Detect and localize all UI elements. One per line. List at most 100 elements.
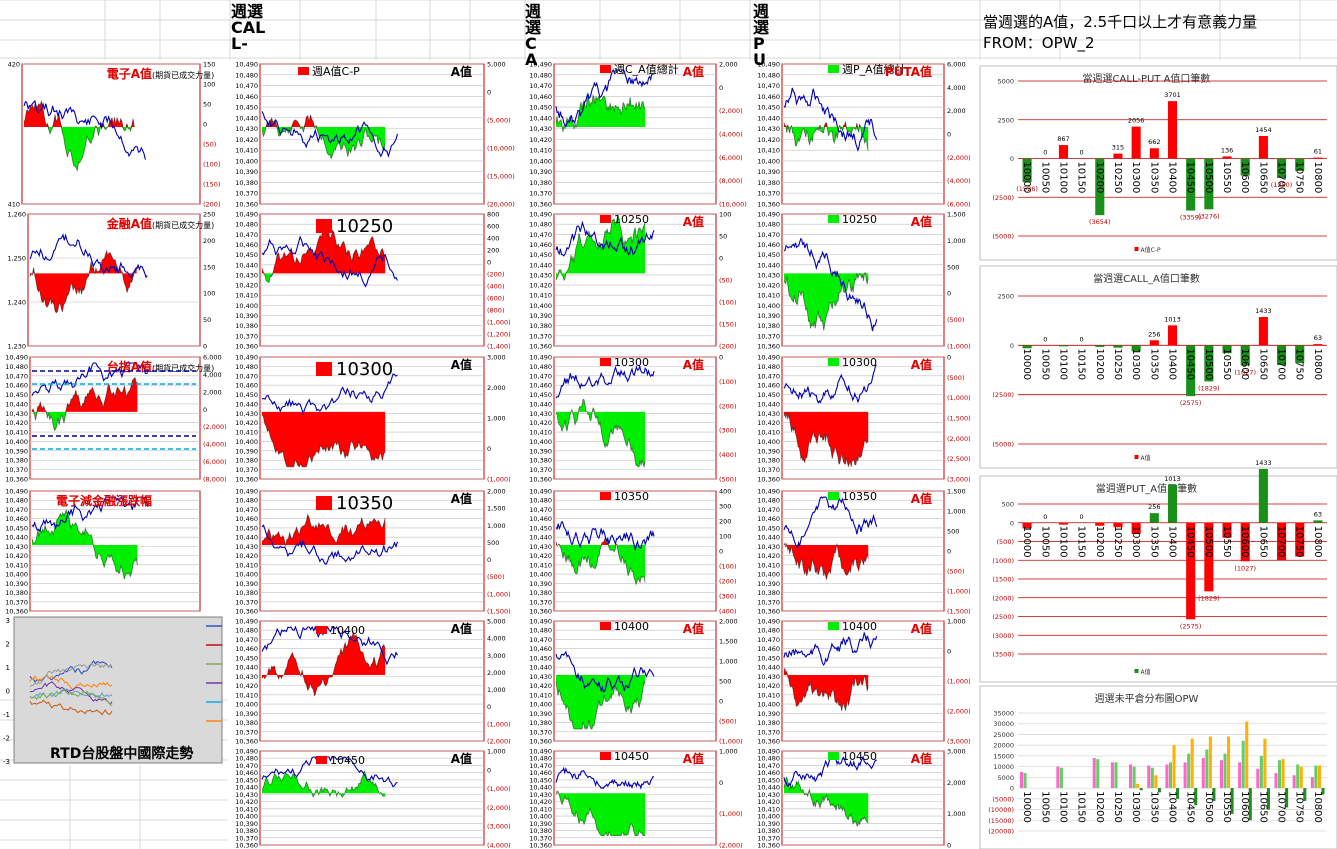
data-label: 1013 bbox=[1164, 315, 1181, 323]
bar bbox=[1317, 765, 1321, 789]
y-tick-label: 10,390 bbox=[757, 580, 780, 588]
bar bbox=[1092, 758, 1096, 789]
y-tick-label: 10,360 bbox=[5, 608, 28, 616]
y2-tick-label: 2,000 bbox=[719, 61, 738, 69]
y2-tick-label: (4,000) bbox=[487, 842, 511, 849]
y2-tick-label: (1,000) bbox=[947, 394, 971, 402]
y-tick-label: 10,480 bbox=[5, 363, 28, 371]
y2-tick-label: 150 bbox=[203, 263, 215, 271]
area-negative bbox=[32, 411, 138, 431]
y2-tick-label: 0 bbox=[487, 703, 491, 711]
y2-tick-label: (200) bbox=[203, 201, 220, 209]
y-tick-label: 10,400 bbox=[235, 438, 258, 446]
y2-tick-label: (500) bbox=[719, 476, 736, 484]
y2-tick-label: 100 bbox=[203, 290, 215, 298]
chart-title: 當週選CALL_A值口筆數 bbox=[1093, 272, 1200, 285]
y2-tick-label: 0 bbox=[947, 842, 951, 849]
y-tick-label: 10,460 bbox=[757, 382, 780, 390]
y-tick-label: 10,470 bbox=[5, 506, 28, 514]
y-tick-label: 10,430 bbox=[529, 410, 552, 418]
area-positive bbox=[262, 223, 386, 274]
y2-tick-label: (4,000) bbox=[947, 177, 971, 185]
y2-tick-label: 3,000 bbox=[487, 652, 506, 660]
y-tick-label: 10,360 bbox=[529, 842, 552, 849]
y-tick-label: 10,450 bbox=[235, 391, 258, 399]
y2-tick-label: (4,000) bbox=[719, 131, 743, 139]
y-tick-label: 10,490 bbox=[529, 618, 552, 626]
y2-tick-label: 100 bbox=[719, 533, 731, 541]
data-label: 61 bbox=[1314, 148, 1322, 156]
y-tick-label: 10,490 bbox=[235, 61, 258, 69]
price-line bbox=[261, 524, 399, 566]
y-tick-label: 10,480 bbox=[757, 497, 780, 505]
y-tick-label: (10000) bbox=[988, 806, 1014, 814]
y-tick-label: 10,440 bbox=[529, 261, 552, 269]
y-tick-label: 10,430 bbox=[757, 271, 780, 279]
y2-tick-label: 1,500 bbox=[947, 211, 966, 219]
data-label: (1027) bbox=[1234, 369, 1256, 377]
data-label: 662 bbox=[1148, 138, 1160, 146]
y2-tick-label: (10,000) bbox=[487, 145, 515, 153]
bar bbox=[1056, 766, 1060, 789]
y2-tick-label: 0 bbox=[947, 548, 951, 556]
bar bbox=[1219, 760, 1223, 789]
y-tick-label: (2500) bbox=[992, 391, 1014, 399]
bar bbox=[1176, 788, 1180, 799]
y-tick-label: 10,370 bbox=[235, 834, 258, 842]
y-tick-label: 5000 bbox=[997, 78, 1014, 86]
y-tick-label: 10,380 bbox=[529, 322, 552, 330]
legend-swatch bbox=[1134, 247, 1139, 251]
y2-tick-label: (500) bbox=[719, 718, 736, 726]
bar bbox=[1110, 762, 1114, 789]
y-tick-label: 1 bbox=[6, 664, 10, 672]
bar-chart-3: 週選未平倉分布圖OPW 35000 30000 25000 20000 15000 1000… bbox=[979, 685, 1337, 849]
y-tick-label: 10,480 bbox=[235, 497, 258, 505]
y2-tick-label: 1,000 bbox=[487, 415, 506, 423]
area-edge bbox=[261, 513, 386, 546]
y-tick-label: 10,400 bbox=[529, 157, 552, 165]
bar bbox=[1313, 344, 1323, 346]
y-tick-label: 10,400 bbox=[5, 438, 28, 446]
bar bbox=[1095, 522, 1105, 526]
y-tick-label: 10,360 bbox=[757, 608, 780, 616]
y-tick-label: 10,490 bbox=[5, 488, 28, 496]
y-tick-label: -2 bbox=[3, 735, 10, 743]
y-tick-label: 10,470 bbox=[529, 762, 552, 770]
y-tick-label: 10,490 bbox=[529, 354, 552, 362]
left-panel-elec: 420 410 150 100 50 0 (50) (100) (150) (200) 電子A值 (期… bbox=[8, 61, 221, 209]
y-tick-label: 2500 bbox=[997, 293, 1014, 301]
y2-tick-label: 0 bbox=[719, 354, 723, 362]
y-tick-label: 10,450 bbox=[235, 776, 258, 784]
legend-swatch bbox=[600, 492, 611, 500]
y-tick-label: 10,490 bbox=[757, 61, 780, 69]
y-tick-label: 10,360 bbox=[529, 343, 552, 351]
y-tick-label: 10,390 bbox=[757, 168, 780, 176]
bar bbox=[1259, 755, 1263, 789]
bar-chart-2: 當週選PUT_A值口筆數 500 0 (500) (1000) (1500) (2000) (… bbox=[979, 459, 1337, 683]
y2-tick-label: (400) bbox=[719, 451, 736, 459]
y2-tick-label: 1,000 bbox=[719, 658, 738, 666]
price-line bbox=[783, 631, 878, 666]
area-fill bbox=[262, 771, 386, 798]
y-tick-label: 10,370 bbox=[235, 466, 258, 474]
intl-panel: 3 2 1 0 -1 -2 -3 RTD台股盤中國際走勢 bbox=[3, 616, 223, 766]
y-tick-label: 10,430 bbox=[529, 125, 552, 133]
y-tick-label: 1,260 bbox=[7, 211, 26, 219]
legend-swatch bbox=[600, 215, 611, 223]
bar bbox=[1277, 158, 1287, 178]
bar bbox=[1222, 522, 1232, 538]
ca-column-header: 週選CA bbox=[525, 2, 542, 69]
y-tick-label: 35000 bbox=[993, 710, 1014, 718]
y-tick-label: 10,490 bbox=[757, 488, 780, 496]
y-tick-label: 30000 bbox=[993, 720, 1014, 728]
y2-tick-label: 0 bbox=[487, 89, 491, 97]
y2-tick-label: 250 bbox=[203, 211, 215, 219]
y-tick-label: 10,450 bbox=[529, 104, 552, 112]
y-tick-label: 10,380 bbox=[757, 719, 780, 727]
y2-tick-label: (2,000) bbox=[947, 154, 971, 162]
legend-label: 10450 bbox=[842, 750, 877, 763]
y-tick-label: 20000 bbox=[993, 742, 1014, 750]
category-label: 10050 bbox=[1039, 162, 1050, 194]
y-tick-label: 10,370 bbox=[757, 598, 780, 606]
